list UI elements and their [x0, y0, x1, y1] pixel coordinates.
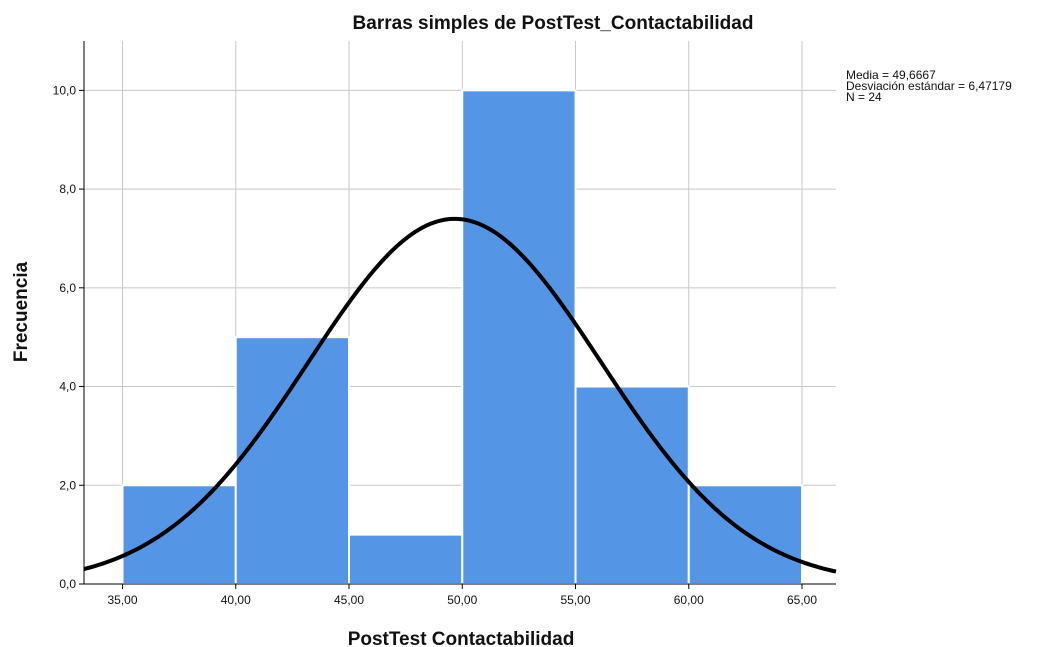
- histogram-bar: [574, 385, 690, 585]
- stats-line: Media = 49,6667: [846, 68, 936, 82]
- stats-line: N = 24: [846, 90, 882, 104]
- histogram-bar: [121, 484, 237, 586]
- x-tick-label: 35,00: [107, 593, 137, 607]
- y-tick-label: 8,0: [59, 182, 76, 196]
- x-tick-label: 55,00: [561, 593, 591, 607]
- histogram-bars: [121, 89, 804, 586]
- chart-title: Barras simples de PostTest_Contactabilid…: [353, 13, 754, 34]
- axes: [79, 41, 836, 589]
- normal-curve: [83, 216, 837, 574]
- x-tick-label: 60,00: [674, 593, 704, 607]
- y-tick-label: 4,0: [59, 380, 76, 394]
- normal-curve-layer: [83, 216, 837, 574]
- x-axis-title: PostTest Contactabilidad: [348, 629, 575, 647]
- x-tick-label: 45,00: [334, 593, 364, 607]
- histogram-bar: [461, 89, 577, 585]
- histogram-bar: [348, 533, 464, 585]
- histogram-bar: [234, 336, 351, 585]
- y-tick-label: 6,0: [59, 281, 76, 295]
- y-tick-label: 2,0: [59, 478, 76, 492]
- y-tick-label: 0,0: [59, 577, 76, 591]
- x-tick-label: 50,00: [447, 593, 477, 607]
- x-tick-label: 65,00: [787, 593, 817, 607]
- y-tick-label: 10,0: [53, 83, 77, 97]
- y-axis-title: Frecuencia: [11, 261, 32, 362]
- stats-line: Desviación estándar = 6,47179: [846, 79, 1012, 93]
- tick-labels: 0,0 2,0 4,0 6,0 8,0 10,0 35,00 40,00 45,00 50,00 5…: [53, 83, 818, 607]
- x-tick-label: 40,00: [221, 593, 251, 607]
